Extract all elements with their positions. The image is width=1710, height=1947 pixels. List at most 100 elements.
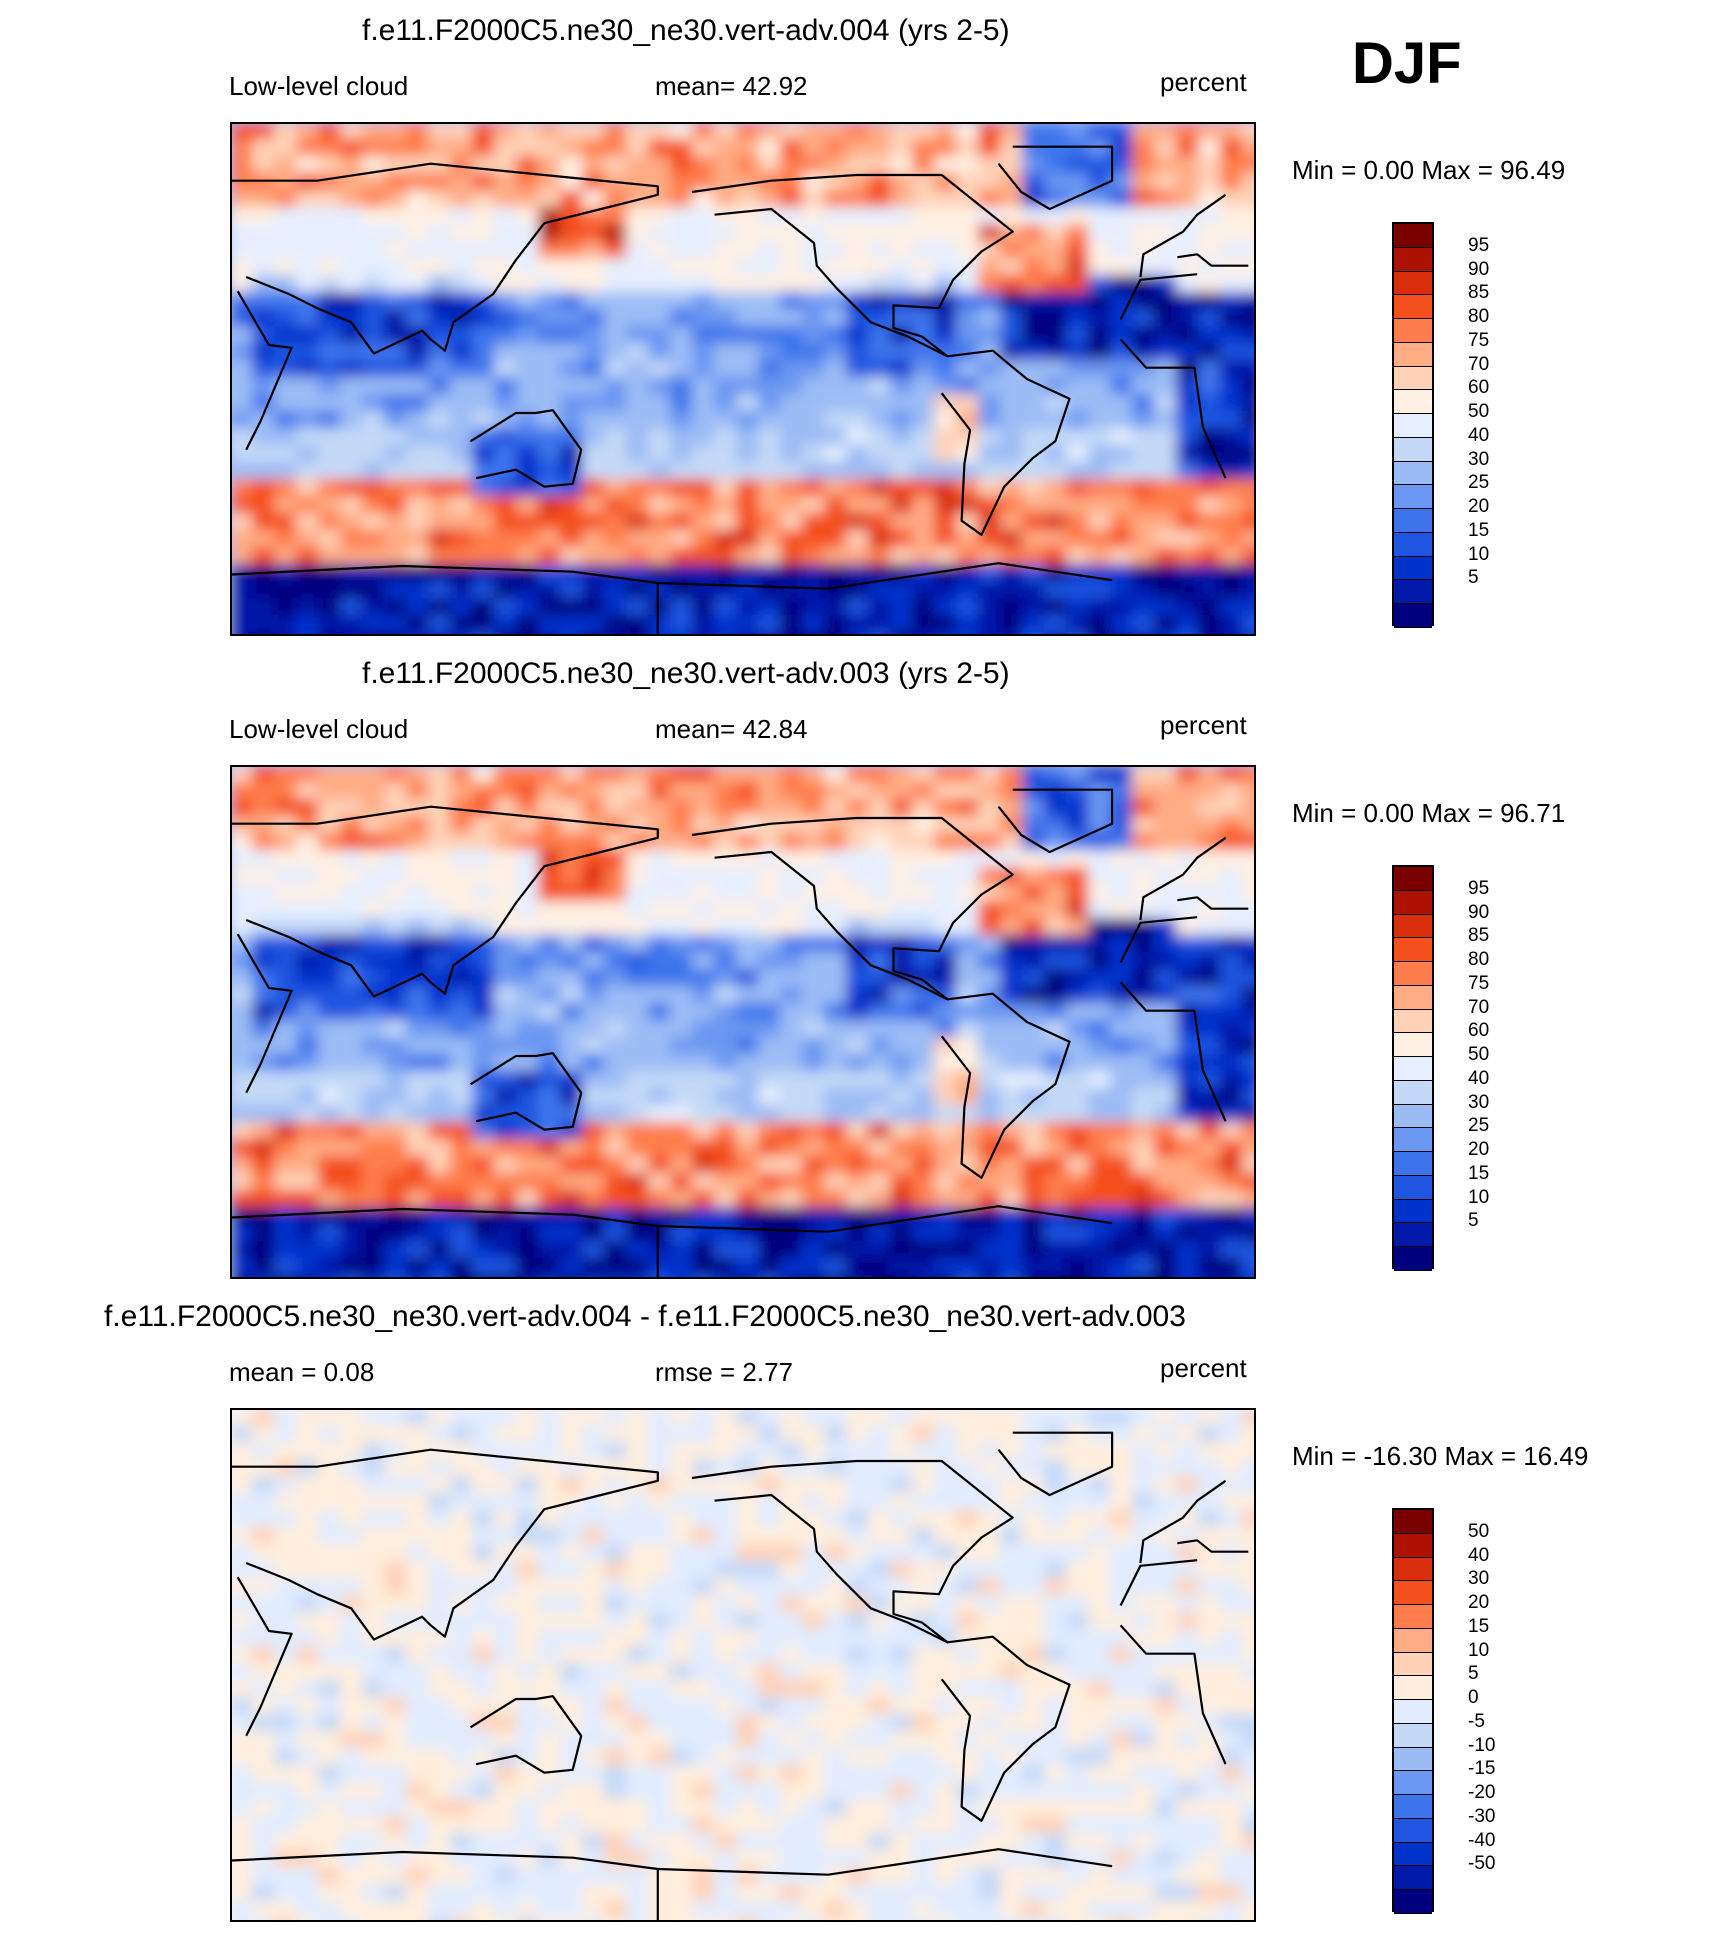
colorbar-tick-label: 75 [1468, 329, 1490, 351]
panel2-map [230, 765, 1256, 1279]
colorbar-swatch [1394, 390, 1432, 415]
colorbar-tick-label: 30 [1468, 1568, 1490, 1590]
colorbar-tick-label: 90 [1468, 258, 1490, 280]
colorbar-swatch [1394, 604, 1432, 628]
colorbar-swatch [1394, 1152, 1432, 1176]
colorbar-swatch [1394, 1510, 1432, 1534]
coastline [691, 173, 1014, 358]
colorbar-tick-label: 25 [1468, 472, 1490, 494]
colorbar-swatch [1394, 1771, 1432, 1796]
colorbar-tick-label: 20 [1468, 1139, 1490, 1161]
colorbar-swatch [1394, 1223, 1432, 1248]
coastline [232, 564, 659, 634]
colorbar-tick-label: 85 [1468, 282, 1490, 304]
colorbar-swatch [1394, 1080, 1432, 1105]
colorbar-tick-label: 15 [1468, 519, 1490, 541]
coastline [469, 409, 583, 488]
colorbar-tick-label: 80 [1468, 949, 1490, 971]
coastline [997, 1431, 1114, 1497]
colorbar-tick-label: 70 [1468, 996, 1490, 1018]
panel3-rmse-label: rmse = 2.77 [655, 1357, 794, 1387]
coastline [1177, 896, 1249, 910]
colorbar-tick-label: 40 [1468, 424, 1490, 446]
panel2-units-label: percent [1160, 710, 1247, 740]
colorbar-tick-label: 5 [1468, 567, 1479, 589]
colorbar-swatch [1394, 985, 1432, 1010]
panel2-colorbar [1392, 865, 1434, 1271]
coastline [469, 1695, 583, 1774]
coastline [232, 162, 659, 355]
colorbar-tick-label: -50 [1468, 1853, 1496, 1875]
colorbar-tick-label: 80 [1468, 306, 1490, 328]
panel3-colorbar [1392, 1508, 1434, 1914]
coastline [232, 1207, 659, 1277]
panel3-minmax: Min = -16.30 Max = 16.49 [1292, 1441, 1589, 1471]
colorbar-tick-label: 40 [1468, 1067, 1490, 1089]
coastline [997, 788, 1114, 854]
colorbar-tick-label: 50 [1468, 401, 1490, 423]
coastline [1119, 338, 1227, 479]
colorbar-swatch [1394, 295, 1432, 320]
colorbar-swatch [1394, 509, 1432, 533]
coastline [1119, 916, 1198, 963]
coastline [940, 992, 1071, 1179]
colorbar-tick-label: 20 [1468, 496, 1490, 518]
colorbar-swatch [1394, 532, 1432, 557]
panel1-title: f.e11.F2000C5.ne30_ne30.vert-adv.004 (yr… [362, 14, 1010, 47]
colorbar-swatch [1394, 271, 1432, 296]
colorbar-tick-label: 10 [1468, 1639, 1490, 1661]
coastline [232, 1850, 659, 1920]
colorbar-swatch [1394, 1795, 1432, 1819]
colorbar-tick-label: 30 [1468, 1091, 1490, 1113]
colorbar-swatch [1394, 1747, 1432, 1772]
panel3-map [230, 1408, 1256, 1922]
colorbar-swatch [1394, 485, 1432, 510]
colorbar-swatch [1394, 1175, 1432, 1200]
colorbar-tick-label: -15 [1468, 1758, 1496, 1780]
colorbar-tick-label: 85 [1468, 925, 1490, 947]
colorbar-tick-label: 5 [1468, 1210, 1479, 1232]
colorbar-swatch [1394, 1605, 1432, 1629]
colorbar-tick-label: 40 [1468, 1544, 1490, 1566]
coastline [940, 1635, 1071, 1822]
colorbar-swatch [1394, 1199, 1432, 1224]
colorbar-tick-label: 0 [1468, 1687, 1479, 1709]
coastline [657, 1205, 1113, 1233]
panel1-minmax: Min = 0.00 Max = 96.49 [1292, 155, 1566, 185]
colorbar-tick-label: 30 [1468, 448, 1490, 470]
panel1-units-label: percent [1160, 67, 1247, 97]
colorbar-swatch [1394, 1890, 1432, 1914]
colorbar-swatch [1394, 1628, 1432, 1653]
coastline [1139, 1479, 1227, 1564]
colorbar-swatch [1394, 342, 1432, 367]
coastline [691, 816, 1014, 1001]
colorbar-tick-label: -40 [1468, 1829, 1496, 1851]
colorbar-tick-label: 90 [1468, 901, 1490, 923]
panel3-units-label: percent [1160, 1353, 1247, 1383]
colorbar-tick-label: 75 [1468, 972, 1490, 994]
colorbar-swatch [1394, 1652, 1432, 1677]
colorbar-tick-label: 5 [1468, 1663, 1479, 1685]
colorbar-tick-label: 60 [1468, 1020, 1490, 1042]
colorbar-swatch [1394, 1723, 1432, 1748]
colorbar-tick-label: -30 [1468, 1805, 1496, 1827]
colorbar-swatch [1394, 319, 1432, 343]
coastline [1177, 1539, 1249, 1553]
colorbar-swatch [1394, 867, 1432, 891]
panel2-title: f.e11.F2000C5.ne30_ne30.vert-adv.003 (yr… [362, 657, 1010, 690]
coastline [691, 1459, 1014, 1644]
panel2-minmax: Min = 0.00 Max = 96.71 [1292, 798, 1566, 828]
colorbar-tick-label: 15 [1468, 1615, 1490, 1637]
coastline [1139, 193, 1227, 278]
colorbar-tick-label: -5 [1468, 1710, 1485, 1732]
panel2-field-label: Low-level cloud [229, 714, 409, 744]
colorbar-tick-label: -20 [1468, 1782, 1496, 1804]
panel1-colorbar [1392, 222, 1434, 628]
colorbar-swatch [1394, 366, 1432, 391]
season-label: DJF [1352, 31, 1462, 96]
colorbar-swatch [1394, 1128, 1432, 1153]
panel1-map [230, 122, 1256, 636]
colorbar-swatch [1394, 1866, 1432, 1891]
colorbar-swatch [1394, 1009, 1432, 1034]
coastline [657, 1848, 1113, 1876]
